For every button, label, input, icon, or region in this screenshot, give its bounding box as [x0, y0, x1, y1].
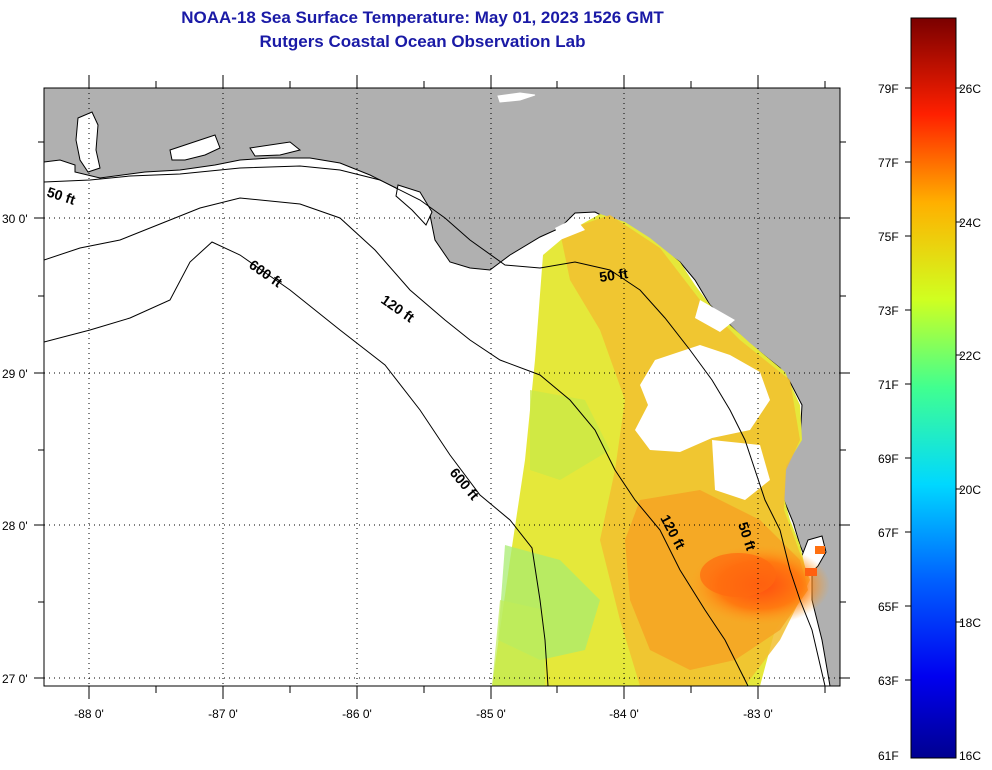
colorbar-label-c: 24C	[959, 216, 981, 230]
colorbar-label-f: 61F	[878, 749, 899, 763]
lon-label: -85 0'	[476, 707, 506, 721]
contour-50ft	[44, 165, 826, 686]
mobile-bay	[75, 111, 101, 173]
colorbar-label-c: 20C	[959, 483, 981, 497]
lon-label: -87 0'	[208, 707, 238, 721]
colorbar-ticks	[905, 87, 962, 681]
colorbar-label-f: 63F	[878, 674, 899, 688]
colorbar-label-c: 16C	[959, 749, 981, 763]
lat-label: 28 0'	[2, 519, 28, 533]
apalachicola-bay	[395, 184, 433, 226]
colorbar-label-f: 69F	[878, 452, 899, 466]
pensacola-bay	[169, 134, 221, 161]
map-subtitle: Rutgers Coastal Ocean Observation Lab	[259, 32, 586, 51]
map-ticks	[34, 75, 850, 699]
lon-label: -84 0'	[609, 707, 639, 721]
colorbar-label-c: 26C	[959, 82, 981, 96]
contour-120ft	[44, 197, 749, 686]
colorbar-label-f: 77F	[878, 156, 899, 170]
lat-label: 30 0'	[2, 212, 28, 226]
colorbar-label-f: 75F	[878, 230, 899, 244]
lon-label: -83 0'	[743, 707, 773, 721]
choctawhatchee-bay	[249, 141, 302, 157]
colorbar-label-f: 67F	[878, 526, 899, 540]
sst-swath	[492, 214, 830, 686]
lat-label: 29 0'	[2, 367, 28, 381]
colorbar-label-c: 22C	[959, 349, 981, 363]
temperature-colorbar	[910, 17, 957, 759]
lake-pontchartrain	[497, 92, 536, 103]
map-frame	[43, 87, 841, 687]
colorbar-label-f: 65F	[878, 600, 899, 614]
contour-600ft	[44, 241, 549, 686]
colorbar-label-f: 71F	[878, 378, 899, 392]
colorbar-label-f: 73F	[878, 304, 899, 318]
map-title: NOAA-18 Sea Surface Temperature: May 01,…	[181, 8, 664, 27]
lat-label: 27 0'	[2, 672, 28, 686]
contour-label-50ft: 50 ft	[598, 265, 629, 285]
land-mass	[44, 88, 840, 686]
colorbar-label-f: 79F	[878, 82, 899, 96]
colorbar-label-c: 18C	[959, 616, 981, 630]
lon-label: -86 0'	[342, 707, 372, 721]
lon-label: -88 0'	[74, 707, 104, 721]
